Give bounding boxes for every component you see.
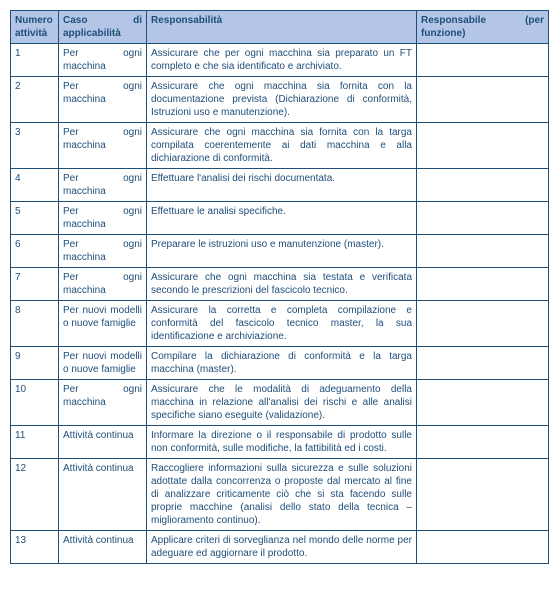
- cell-responsabile: [417, 123, 549, 169]
- header-responsabile: Responsabile (per funzione): [417, 11, 549, 44]
- cell-responsabile: [417, 531, 549, 564]
- cell-responsabilita: Effettuare le analisi specifiche.: [147, 202, 417, 235]
- cell-responsabile: [417, 235, 549, 268]
- cell-numero: 11: [11, 426, 59, 459]
- cell-responsabilita: Assicurare che le modalità di adeguament…: [147, 380, 417, 426]
- cell-caso: Attività continua: [59, 531, 147, 564]
- cell-caso: Attività continua: [59, 459, 147, 531]
- activities-table: Numero attività Caso di applicabilità Re…: [10, 10, 549, 564]
- table-row: 5Per ogni macchinaEffettuare le analisi …: [11, 202, 549, 235]
- cell-numero: 2: [11, 77, 59, 123]
- cell-responsabile: [417, 347, 549, 380]
- header-numero: Numero attività: [11, 11, 59, 44]
- cell-numero: 3: [11, 123, 59, 169]
- header-respons-word2: (per: [525, 14, 544, 27]
- cell-caso: Per ogni macchina: [59, 44, 147, 77]
- cell-caso: Per ogni macchina: [59, 268, 147, 301]
- table-row: 8Per nuovi modelli o nuove famiglieAssic…: [11, 301, 549, 347]
- cell-numero: 9: [11, 347, 59, 380]
- cell-responsabilita: Preparare le istruzioni uso e manutenzio…: [147, 235, 417, 268]
- cell-responsabilita: Assicurare che per ogni macchina sia pre…: [147, 44, 417, 77]
- cell-numero: 12: [11, 459, 59, 531]
- cell-responsabile: [417, 380, 549, 426]
- cell-caso: Per ogni macchina: [59, 235, 147, 268]
- table-row: 3Per ogni macchinaAssicurare che ogni ma…: [11, 123, 549, 169]
- cell-caso: Per ogni macchina: [59, 380, 147, 426]
- cell-responsabile: [417, 426, 549, 459]
- cell-caso: Per nuovi modelli o nuove famiglie: [59, 347, 147, 380]
- cell-responsabilita: Raccogliere informazioni sulla sicurezza…: [147, 459, 417, 531]
- table-row: 12Attività continuaRaccogliere informazi…: [11, 459, 549, 531]
- cell-numero: 5: [11, 202, 59, 235]
- table-row: 7Per ogni macchinaAssicurare che ogni ma…: [11, 268, 549, 301]
- cell-responsabilita: Assicurare la corretta e completa compil…: [147, 301, 417, 347]
- cell-numero: 4: [11, 169, 59, 202]
- cell-responsabile: [417, 301, 549, 347]
- cell-numero: 13: [11, 531, 59, 564]
- header-responsabilita: Responsabilità: [147, 11, 417, 44]
- cell-responsabile: [417, 77, 549, 123]
- cell-responsabile: [417, 169, 549, 202]
- cell-responsabile: [417, 202, 549, 235]
- cell-caso: Per ogni macchina: [59, 123, 147, 169]
- table-header-row: Numero attività Caso di applicabilità Re…: [11, 11, 549, 44]
- cell-caso: Per ogni macchina: [59, 202, 147, 235]
- cell-responsabile: [417, 459, 549, 531]
- header-caso: Caso di applicabilità: [59, 11, 147, 44]
- header-caso-word2: di: [133, 14, 142, 27]
- cell-caso: Per ogni macchina: [59, 169, 147, 202]
- table-row: 6Per ogni macchinaPreparare le istruzion…: [11, 235, 549, 268]
- cell-numero: 7: [11, 268, 59, 301]
- table-row: 2Per ogni macchinaAssicurare che ogni ma…: [11, 77, 549, 123]
- table-row: 1Per ogni macchinaAssicurare che per ogn…: [11, 44, 549, 77]
- table-body: 1Per ogni macchinaAssicurare che per ogn…: [11, 44, 549, 564]
- cell-responsabilita: Compilare la dichiarazione di conformità…: [147, 347, 417, 380]
- cell-responsabile: [417, 268, 549, 301]
- header-caso-word1: Caso: [63, 14, 87, 27]
- table-row: 9Per nuovi modelli o nuove famiglieCompi…: [11, 347, 549, 380]
- cell-caso: Per ogni macchina: [59, 77, 147, 123]
- header-respons-line2: funzione): [421, 27, 544, 40]
- cell-responsabilita: Effettuare l'analisi dei rischi document…: [147, 169, 417, 202]
- table-row: 4Per ogni macchinaEffettuare l'analisi d…: [11, 169, 549, 202]
- cell-responsabilita: Applicare criteri di sorveglianza nel mo…: [147, 531, 417, 564]
- cell-numero: 10: [11, 380, 59, 426]
- table-row: 11Attività continuaInformare la direzion…: [11, 426, 549, 459]
- cell-caso: Per nuovi modelli o nuove famiglie: [59, 301, 147, 347]
- table-row: 13Attività continuaApplicare criteri di …: [11, 531, 549, 564]
- header-respons-word1: Responsabile: [421, 14, 486, 27]
- cell-responsabilita: Assicurare che ogni macchina sia testata…: [147, 268, 417, 301]
- cell-responsabilita: Assicurare che ogni macchina sia fornita…: [147, 77, 417, 123]
- header-caso-line2: applicabilità: [63, 27, 142, 40]
- cell-numero: 1: [11, 44, 59, 77]
- table-row: 10Per ogni macchinaAssicurare che le mod…: [11, 380, 549, 426]
- cell-caso: Attività continua: [59, 426, 147, 459]
- cell-responsabile: [417, 44, 549, 77]
- cell-responsabilita: Assicurare che ogni macchina sia fornita…: [147, 123, 417, 169]
- cell-numero: 6: [11, 235, 59, 268]
- cell-numero: 8: [11, 301, 59, 347]
- cell-responsabilita: Informare la direzione o il responsabile…: [147, 426, 417, 459]
